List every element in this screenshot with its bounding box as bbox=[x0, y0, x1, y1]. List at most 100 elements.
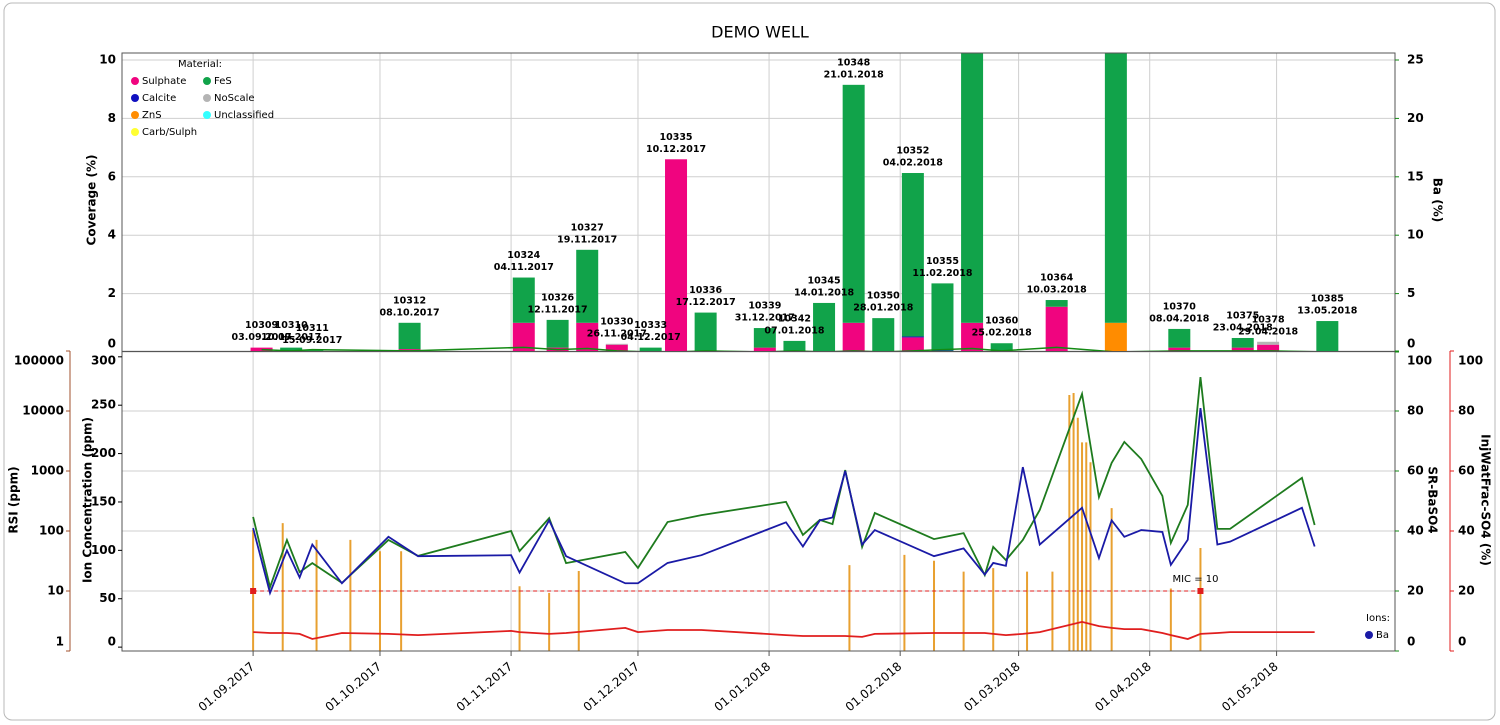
legend-marker bbox=[131, 128, 139, 136]
bar-segment bbox=[1045, 300, 1068, 307]
bar-date-label: 07.01.2018 bbox=[764, 325, 824, 336]
y2-tick-label: 20 bbox=[1407, 111, 1424, 125]
bar-segment bbox=[1168, 347, 1191, 352]
series-line bbox=[253, 620, 1315, 640]
y3-tick-label: 20 bbox=[1458, 584, 1475, 598]
bar-label: 10385 bbox=[1311, 294, 1344, 305]
y4-axis-label: RSI (ppm) bbox=[7, 466, 21, 533]
legend-label: Ba bbox=[1376, 630, 1389, 641]
y3-tick-label: 60 bbox=[1458, 464, 1475, 478]
bar-date-label: 13.05.2018 bbox=[1297, 306, 1357, 317]
bar-label: 10348 bbox=[837, 57, 870, 68]
plot-bottom bbox=[252, 377, 1316, 651]
y4-tick-label: 10000 bbox=[22, 404, 64, 418]
legend-title: Material: bbox=[178, 59, 222, 70]
bar-date-label: 10.12.2017 bbox=[646, 144, 706, 155]
bar-segment bbox=[753, 347, 776, 352]
bar-segment bbox=[546, 319, 569, 348]
bar-segment bbox=[813, 302, 836, 352]
bar-date-label: 04.12.2017 bbox=[621, 332, 681, 343]
legend-marker bbox=[131, 94, 139, 102]
bar-label: 10336 bbox=[689, 285, 722, 296]
y4-tick-label: 1000 bbox=[31, 464, 64, 478]
bar-label: 10342 bbox=[778, 313, 811, 324]
legend-label: Unclassified bbox=[214, 110, 274, 121]
legend-marker bbox=[203, 94, 211, 102]
bar-segment bbox=[512, 322, 535, 352]
chart-title: DEMO WELL bbox=[711, 23, 809, 42]
bar-segment bbox=[1231, 347, 1254, 352]
bar-segment bbox=[872, 318, 895, 352]
y3-tick-label: 40 bbox=[1458, 524, 1475, 538]
y4-tick-label: 100000 bbox=[14, 354, 64, 368]
y-axis-label: Coverage (%) bbox=[85, 155, 99, 246]
bar-segment bbox=[1045, 306, 1068, 352]
bar-date-label: 10.03.2018 bbox=[1027, 285, 1087, 296]
bar-date-label: 08.04.2018 bbox=[1149, 313, 1209, 324]
y4-tick-label: 100 bbox=[39, 524, 64, 538]
bar-label: 10311 bbox=[296, 323, 329, 334]
bar-label: 10339 bbox=[748, 301, 781, 312]
y4-tick-label: 1 bbox=[56, 635, 64, 649]
bar-label: 10327 bbox=[571, 222, 604, 233]
bar-segment bbox=[961, 53, 984, 323]
bar-segment bbox=[990, 343, 1013, 352]
legend-marker bbox=[203, 77, 211, 85]
y-tick-label: 150 bbox=[91, 494, 116, 508]
bar-segment bbox=[1231, 337, 1254, 348]
bar-date-label: 10.09.2017 bbox=[261, 332, 321, 343]
y-tick-label: 0 bbox=[108, 337, 116, 351]
mic-marker bbox=[1197, 588, 1204, 594]
y2-tick-label: 40 bbox=[1407, 524, 1424, 538]
bar-segment bbox=[605, 343, 628, 345]
bar-segment bbox=[783, 340, 806, 351]
bar-segment bbox=[639, 347, 662, 352]
y-tick-label: 200 bbox=[91, 446, 116, 460]
bar-date-label: 23.04.2018 bbox=[1213, 322, 1273, 333]
bar-segment bbox=[1104, 53, 1127, 323]
bar-date-label: 11.02.2018 bbox=[912, 268, 972, 279]
y-tick-label: 0 bbox=[108, 635, 116, 649]
y2-tick-label: 25 bbox=[1407, 53, 1424, 67]
bar-label: 10364 bbox=[1040, 273, 1073, 284]
bar-segment bbox=[665, 159, 688, 352]
y-tick-label: 50 bbox=[99, 591, 116, 605]
y3-tick-label: 80 bbox=[1458, 404, 1475, 418]
bar-label: 10360 bbox=[985, 316, 1018, 327]
bar-label: 10309 bbox=[245, 320, 278, 331]
bar-label: 10330 bbox=[600, 316, 633, 327]
y-tick-label: 100 bbox=[91, 543, 116, 557]
legend-title: Ions: bbox=[1366, 613, 1390, 624]
mic-marker bbox=[250, 588, 257, 594]
y2-tick-label: 0 bbox=[1407, 337, 1415, 351]
bar-segment bbox=[901, 337, 924, 352]
bar-segment bbox=[842, 322, 865, 352]
bar-date-label: 04.02.2018 bbox=[883, 158, 943, 169]
y2-tick-label: 0 bbox=[1407, 635, 1415, 649]
bar-date-label: 26.11.2017 bbox=[587, 328, 647, 339]
bar-date-label: 31.12.2017 bbox=[735, 313, 795, 324]
y3-tick-label: 100 bbox=[1458, 354, 1483, 368]
y2-axis-label: Ba (%) bbox=[1431, 178, 1445, 222]
bar-date-label: 29.04.2018 bbox=[1238, 326, 1298, 337]
bar-date-label: 03.09.2017 bbox=[232, 332, 292, 343]
legend-marker bbox=[131, 111, 139, 119]
legend-label: Carb/Sulph bbox=[142, 127, 197, 138]
y2-tick-label: 80 bbox=[1407, 404, 1424, 418]
bar-label: 10312 bbox=[393, 295, 426, 306]
legend-marker bbox=[1365, 631, 1373, 639]
y3-axis-label: InjWatFrac-SO4 (%) bbox=[1479, 434, 1493, 566]
bar-segment bbox=[512, 277, 535, 323]
y-tick-label: 300 bbox=[91, 354, 116, 368]
y-tick-label: 8 bbox=[108, 111, 116, 125]
bar-date-label: 04.11.2017 bbox=[494, 262, 554, 273]
bar-label: 10370 bbox=[1163, 301, 1196, 312]
y2-axis-label: SR-BaSO4 bbox=[1426, 466, 1440, 533]
bar-date-label: 08.10.2017 bbox=[380, 307, 440, 318]
bar-label: 10375 bbox=[1226, 310, 1259, 321]
bar-segment bbox=[901, 336, 924, 338]
y-tick-label: 250 bbox=[91, 398, 116, 412]
y2-tick-label: 60 bbox=[1407, 464, 1424, 478]
bar-label: 10333 bbox=[634, 320, 667, 331]
